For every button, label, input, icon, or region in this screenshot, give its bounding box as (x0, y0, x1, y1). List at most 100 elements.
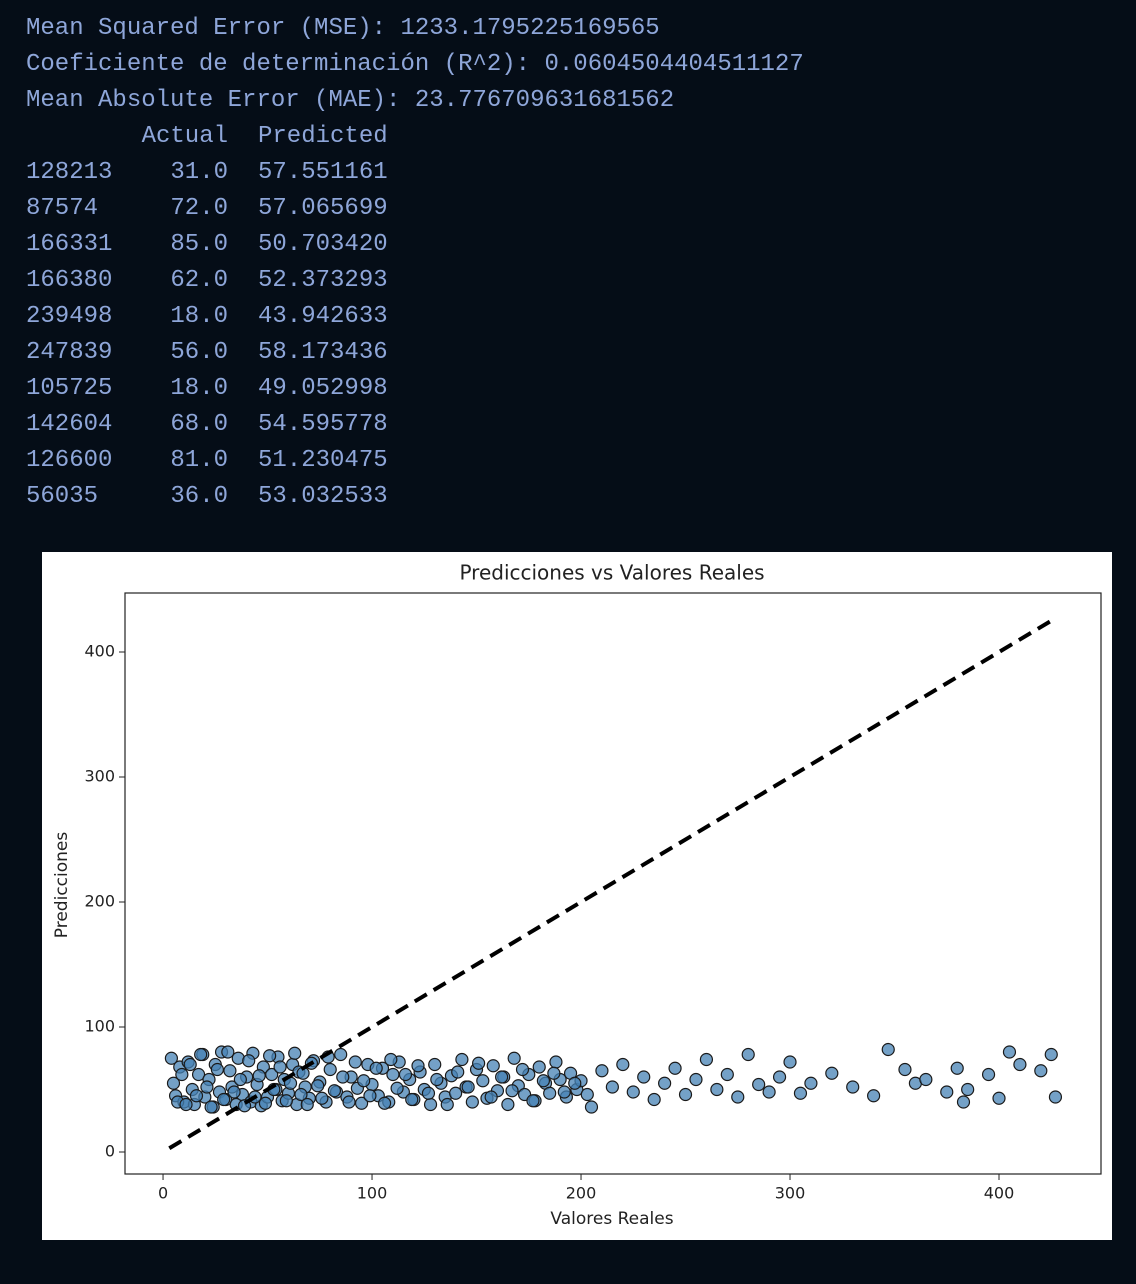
point (164, 1051, 178, 1065)
table-cell: 18.0 (170, 375, 228, 402)
table-header: Actual (141, 123, 228, 150)
point (288, 1046, 302, 1060)
table-cell: 49.052998 (258, 375, 388, 402)
point (476, 1074, 490, 1088)
point (689, 1072, 703, 1087)
point (223, 1064, 237, 1078)
table-cell: 62.0 (170, 267, 228, 294)
point (549, 1055, 563, 1069)
point (720, 1067, 734, 1082)
table-cell: 54.595778 (258, 411, 388, 438)
point (825, 1066, 839, 1080)
table-header: Predicted (258, 123, 388, 150)
y-tick-label: 400 (84, 642, 115, 661)
point (342, 1095, 356, 1109)
point (616, 1057, 630, 1072)
point (495, 1070, 509, 1084)
table-cell: 68.0 (170, 411, 228, 438)
point (846, 1080, 860, 1094)
point (263, 1049, 277, 1063)
y-tick-label: 200 (84, 892, 115, 911)
point (398, 1067, 413, 1082)
y-axis-label: Predicciones (52, 832, 72, 939)
point (440, 1097, 454, 1112)
point (950, 1061, 964, 1075)
point (354, 1096, 369, 1110)
table-cell: 85.0 (170, 231, 228, 258)
point (233, 1072, 247, 1087)
point (175, 1067, 189, 1082)
row-index: 247839 (26, 339, 113, 366)
point (430, 1072, 444, 1087)
point (1048, 1090, 1063, 1104)
point (532, 1060, 546, 1074)
table-cell: 36.0 (170, 483, 228, 510)
point (384, 1052, 398, 1067)
point (626, 1085, 640, 1099)
table-cell: 57.551161 (258, 159, 388, 186)
row-index: 126600 (26, 447, 113, 474)
point (179, 1097, 193, 1112)
point (472, 1056, 486, 1070)
point (940, 1085, 954, 1099)
point (637, 1070, 651, 1084)
y-tick-label: 300 (84, 767, 115, 786)
metric-line: Mean Squared Error (MSE): 1233.179522516… (26, 15, 660, 42)
point (981, 1067, 996, 1082)
point (699, 1052, 714, 1067)
point (252, 1069, 266, 1083)
plot-frame (124, 592, 1102, 1175)
point (762, 1085, 776, 1099)
table-cell: 50.703420 (258, 231, 388, 258)
x-tick-label: 100 (357, 1184, 388, 1203)
point (455, 1052, 469, 1067)
point (294, 1087, 308, 1102)
point (867, 1089, 881, 1103)
point (772, 1070, 787, 1084)
row-index: 239498 (26, 303, 113, 330)
point (405, 1092, 419, 1107)
point (501, 1097, 515, 1112)
point (166, 1076, 181, 1090)
point (543, 1086, 557, 1100)
metric-line: Coeficiente de determinación (R^2): 0.06… (26, 51, 804, 78)
row-index: 166331 (26, 231, 113, 258)
point (363, 1089, 377, 1103)
table-cell: 53.032533 (258, 483, 388, 510)
point (486, 1059, 500, 1073)
table-cell: 51.230475 (258, 447, 388, 474)
table-cell: 18.0 (170, 303, 228, 330)
table-cell: 72.0 (170, 195, 228, 222)
point (557, 1085, 571, 1099)
point (584, 1100, 599, 1114)
point (227, 1085, 241, 1099)
point (1013, 1057, 1027, 1072)
metric-line: Mean Absolute Error (MAE): 23.7767096316… (26, 87, 675, 114)
point (300, 1097, 314, 1112)
point (505, 1084, 519, 1098)
x-axis-label: Valores Reales (550, 1209, 673, 1229)
point (678, 1087, 693, 1102)
point (258, 1096, 273, 1110)
point (668, 1061, 682, 1075)
point (390, 1081, 404, 1095)
table-cell: 58.173436 (258, 339, 388, 366)
table-cell: 56.0 (170, 339, 228, 366)
point (536, 1074, 551, 1088)
point (357, 1074, 371, 1088)
chart-title: Predicciones vs Valores Reales (459, 561, 764, 585)
point (449, 1086, 463, 1100)
row-index: 56035 (26, 483, 99, 510)
row-index: 87574 (26, 195, 99, 222)
table-cell: 81.0 (170, 447, 228, 474)
point (279, 1094, 293, 1108)
row-index: 128213 (26, 159, 113, 186)
y-tick-label: 100 (84, 1017, 115, 1036)
point (210, 1062, 224, 1077)
point (898, 1062, 912, 1077)
point (568, 1076, 582, 1090)
point (919, 1072, 933, 1087)
point (273, 1060, 287, 1074)
point (451, 1065, 465, 1079)
